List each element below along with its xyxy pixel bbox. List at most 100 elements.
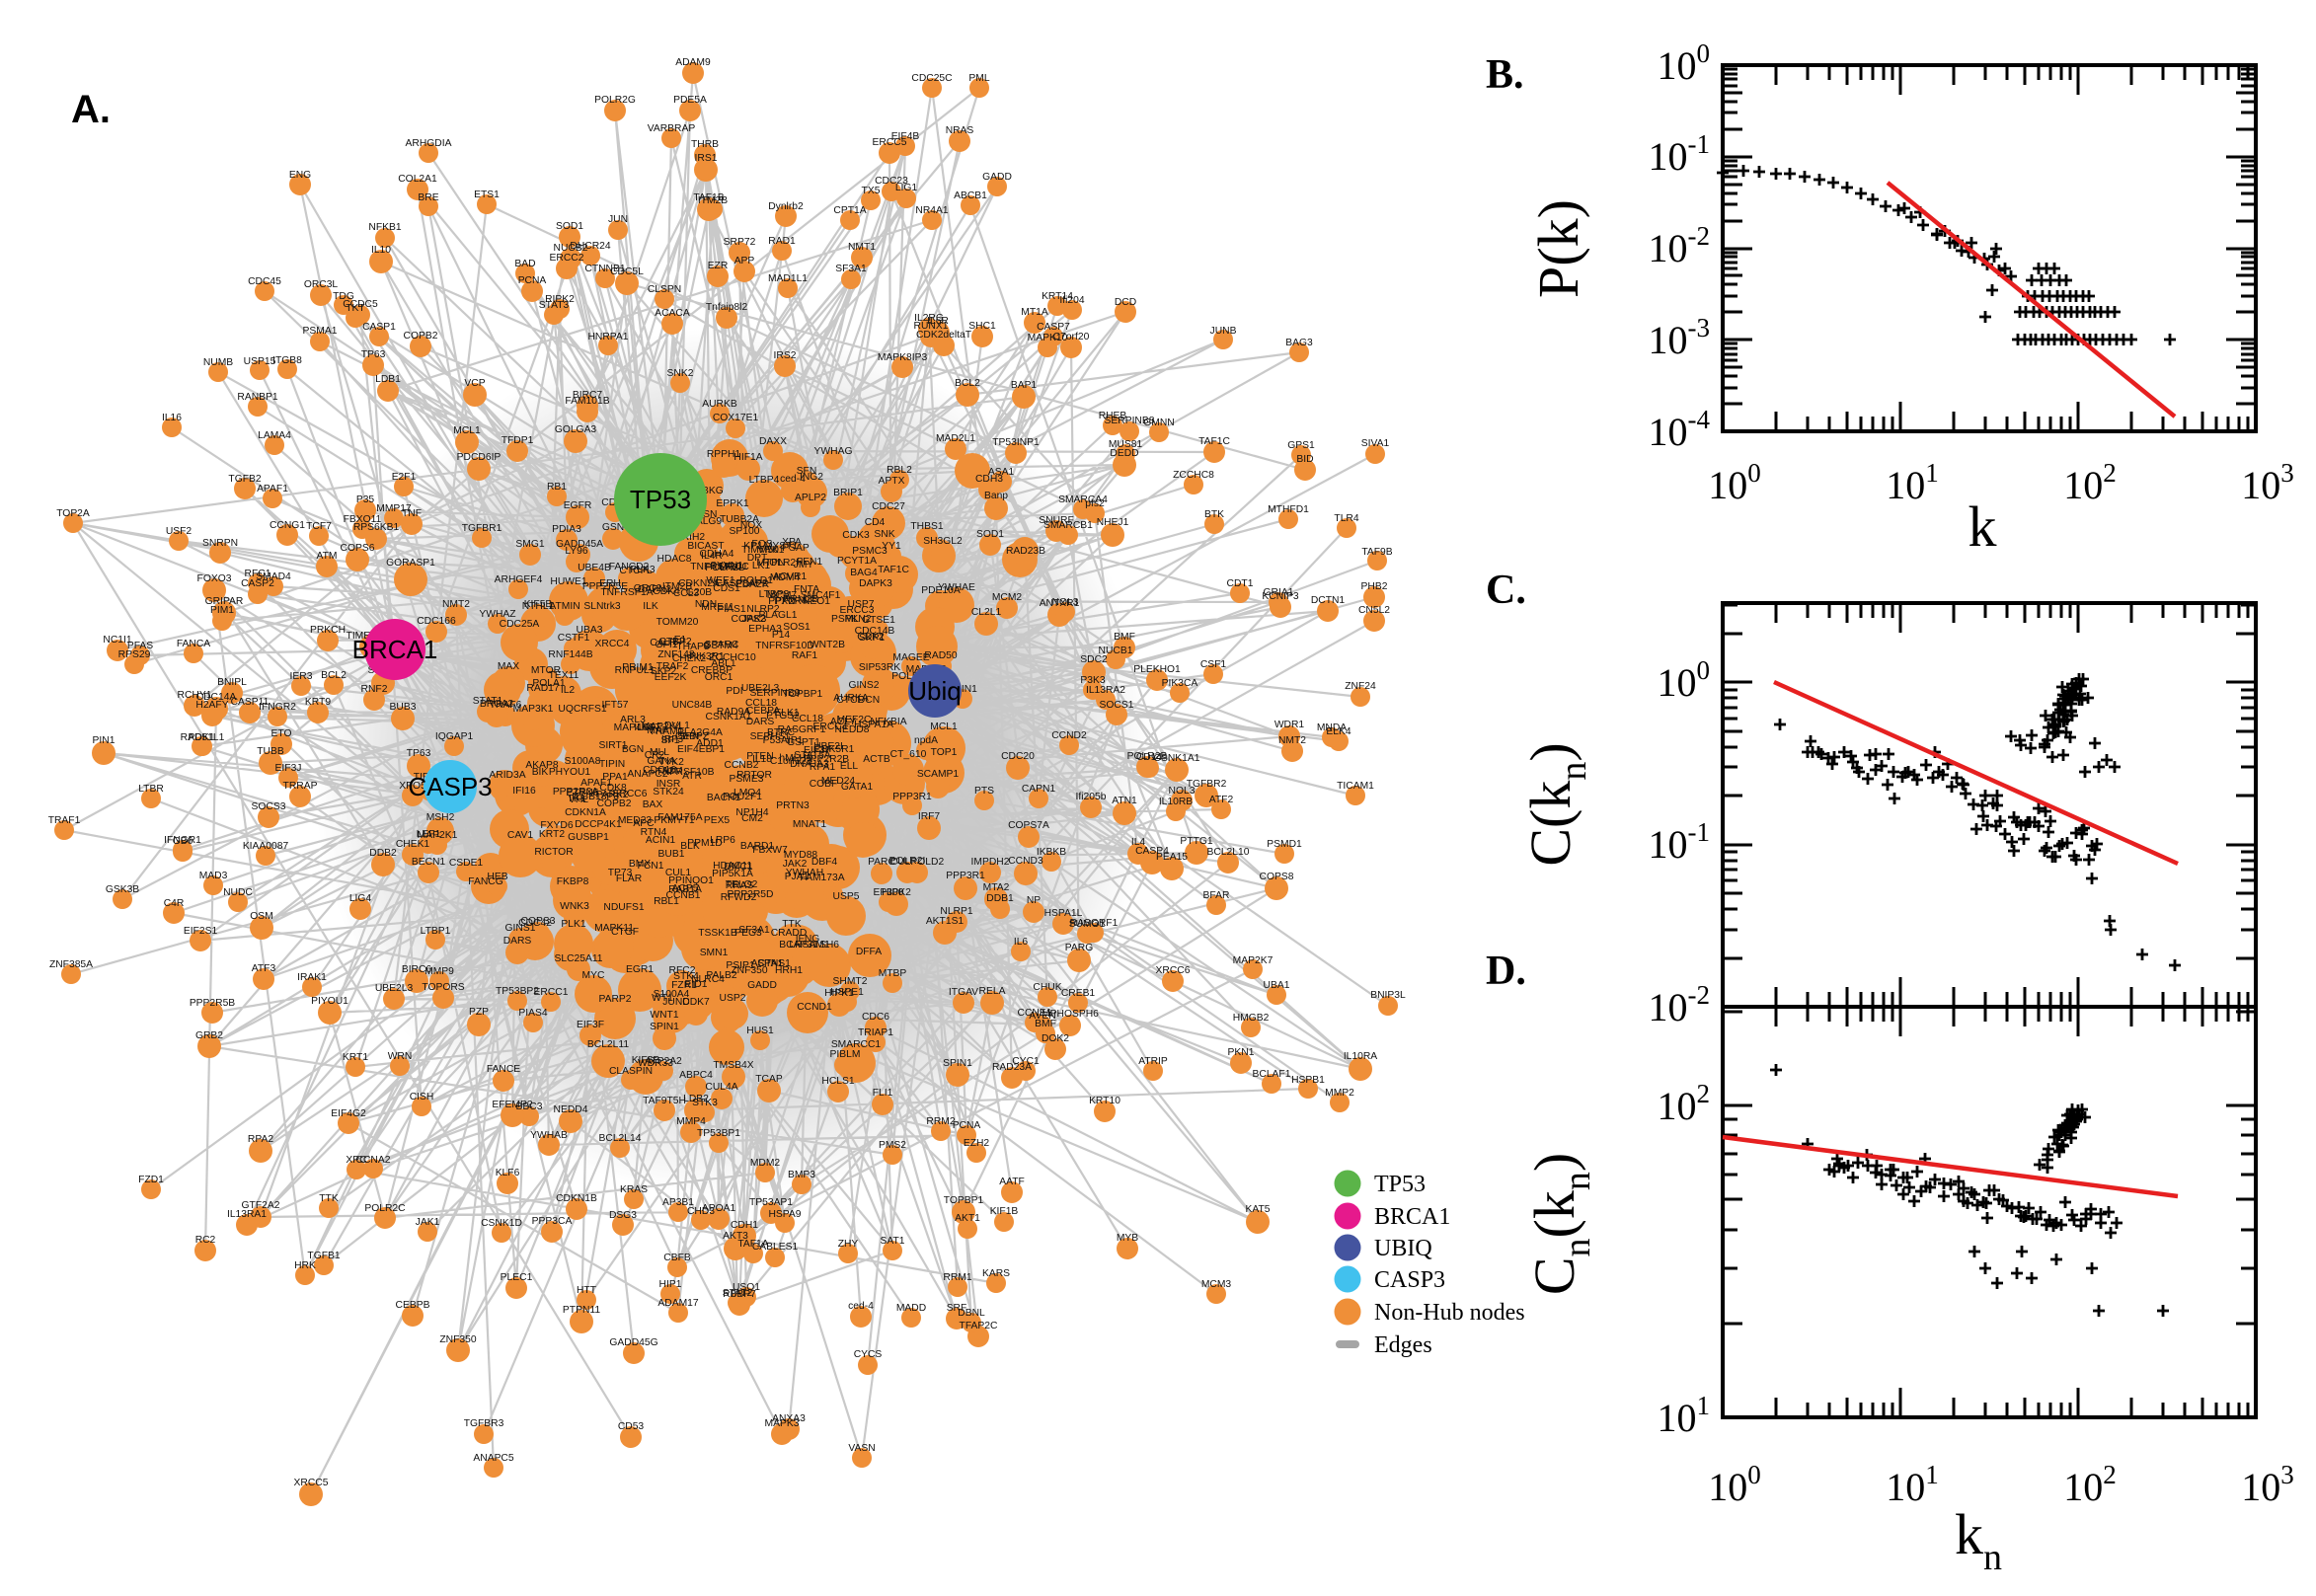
svg-text:TDG: TDG	[333, 291, 354, 302]
svg-text:CTGF: CTGF	[611, 927, 639, 938]
svg-text:TRAF6: TRAF6	[490, 700, 522, 711]
svg-text:PIAS1: PIAS1	[717, 604, 745, 615]
svg-text:ZHY: ZHY	[838, 1239, 859, 1250]
svg-text:ADD1: ADD1	[696, 738, 724, 749]
svg-text:TLR4: TLR4	[1334, 513, 1358, 524]
svg-text:CSNK1A1: CSNK1A1	[706, 712, 752, 722]
svg-text:BCL2L10: BCL2L10	[1207, 847, 1250, 858]
svg-text:PCNA: PCNA	[518, 275, 547, 286]
svg-text:BID: BID	[1296, 454, 1313, 465]
svg-text:RHEB: RHEB	[1099, 411, 1127, 421]
svg-text:CCNB1: CCNB1	[666, 890, 701, 901]
svg-text:ABPC4: ABPC4	[679, 1070, 713, 1081]
svg-text:MRE11: MRE11	[701, 602, 734, 613]
svg-text:PSMC3: PSMC3	[852, 546, 888, 557]
svg-text:SH6: SH6	[819, 940, 839, 950]
svg-text:SMAD4: SMAD4	[256, 571, 291, 582]
svg-text:NUMB: NUMB	[203, 357, 233, 368]
svg-text:ACLY: ACLY	[830, 717, 856, 727]
svg-text:HCLS1: HCLS1	[821, 1076, 854, 1087]
svg-text:E2F1: E2F1	[392, 472, 417, 483]
svg-text:EEF2K: EEF2K	[655, 672, 687, 683]
svg-text:TGFBR2: TGFBR2	[1187, 779, 1227, 790]
svg-text:MMP9: MMP9	[425, 966, 454, 977]
svg-text:DMC1: DMC1	[724, 862, 752, 873]
svg-text:SOCS1: SOCS1	[1100, 700, 1134, 711]
svg-text:ALG9: ALG9	[696, 516, 723, 527]
svg-text:Ifi205b: Ifi205b	[1076, 792, 1107, 802]
svg-text:CCND3: CCND3	[1008, 856, 1043, 867]
svg-text:BUB3: BUB3	[390, 702, 417, 713]
svg-text:TOPBP1: TOPBP1	[944, 1195, 984, 1206]
svg-text:DBF4: DBF4	[811, 857, 838, 868]
svg-text:GRIPAR: GRIPAR	[205, 596, 244, 607]
svg-text:RPA2: RPA2	[248, 1134, 273, 1145]
svg-text:KARS: KARS	[982, 1268, 1010, 1279]
svg-text:BFAR: BFAR	[1203, 890, 1230, 901]
svg-text:CDT1: CDT1	[1227, 578, 1254, 589]
svg-text:MCL1: MCL1	[930, 722, 958, 732]
svg-text:PTPN11: PTPN11	[563, 1305, 600, 1316]
svg-text:MNDA: MNDA	[1317, 722, 1347, 733]
svg-text:NFKB1: NFKB1	[368, 222, 401, 233]
svg-text:EID1: EID1	[685, 979, 708, 990]
svg-text:P53AIP1: P53AIP1	[763, 735, 804, 746]
svg-text:POLR2L: POLR2L	[705, 563, 744, 573]
svg-text:RNPUL1: RNPUL1	[615, 665, 656, 676]
svg-text:SMARCC1: SMARCC1	[831, 1039, 882, 1050]
svg-text:DSG3: DSG3	[609, 1210, 637, 1221]
svg-text:WEE1: WEE1	[706, 575, 734, 586]
svg-text:APOA1: APOA1	[702, 1203, 736, 1214]
svg-text:GANA: GANA	[647, 756, 675, 767]
svg-text:CHEK2: CHEK2	[672, 653, 707, 664]
svg-text:PJA1: PJA1	[785, 872, 810, 882]
svg-text:TP63: TP63	[407, 748, 431, 759]
svg-text:TICAM1: TICAM1	[1337, 781, 1374, 792]
svg-text:PEG3: PEG3	[734, 928, 762, 939]
svg-text:STK4: STK4	[673, 971, 699, 982]
svg-text:POLR2H: POLR2H	[762, 558, 803, 569]
svg-text:NRAS: NRAS	[946, 125, 974, 136]
svg-text:SERPINB9: SERPINB9	[750, 688, 801, 699]
svg-text:ORC1: ORC1	[705, 672, 733, 683]
svg-text:RFC2: RFC2	[669, 965, 696, 976]
svg-text:BIK: BIK	[532, 767, 549, 778]
svg-text:RAD1: RAD1	[768, 236, 796, 247]
svg-text:PKN1: PKN1	[1228, 1047, 1255, 1058]
svg-text:TNFRSF10C: TNFRSF10C	[690, 562, 749, 572]
svg-text:NOX: NOX	[740, 520, 762, 531]
svg-text:TAF9T5H: TAF9T5H	[643, 1096, 686, 1106]
svg-text:ITGAV: ITGAV	[949, 987, 978, 998]
svg-text:GATA1: GATA1	[841, 782, 874, 793]
svg-text:hMLH1: hMLH1	[779, 753, 811, 764]
svg-text:LTBP1: LTBP1	[421, 926, 451, 937]
svg-text:HUWE1: HUWE1	[550, 576, 586, 587]
svg-text:NC1I1: NC1I1	[103, 635, 131, 646]
svg-text:kn: kn	[1955, 1502, 2002, 1578]
svg-text:YWHAZ: YWHAZ	[479, 609, 515, 620]
svg-text:TFAP2C: TFAP2C	[960, 1321, 998, 1331]
svg-text:RC2: RC2	[195, 1235, 216, 1246]
svg-text:GRB2: GRB2	[195, 1030, 223, 1041]
svg-text:DEDD: DEDD	[1110, 448, 1138, 459]
svg-text:A2M: A2M	[661, 766, 682, 777]
svg-text:TUBB: TUBB	[257, 746, 284, 757]
svg-text:E1: E1	[674, 635, 687, 646]
svg-text:TTK: TTK	[782, 919, 802, 930]
svg-text:npdA: npdA	[914, 735, 938, 746]
svg-text:SRP72: SRP72	[724, 237, 756, 248]
svg-text:ACIN1: ACIN1	[646, 835, 676, 846]
svg-text:ATN1: ATN1	[1112, 796, 1137, 806]
svg-text:AKT3: AKT3	[723, 1231, 748, 1242]
svg-text:KP1: KP1	[743, 541, 763, 552]
svg-text:TP53INP1: TP53INP1	[992, 437, 1040, 448]
svg-text:MYST1: MYST1	[764, 541, 799, 552]
svg-text:GADD: GADD	[747, 980, 777, 991]
svg-text:ARIH2: ARIH2	[675, 532, 706, 543]
svg-text:LDB2: LDB2	[683, 1094, 709, 1104]
svg-text:GSPT1: GSPT1	[787, 737, 820, 748]
svg-text:LDB1: LDB1	[375, 374, 401, 385]
svg-text:IKBKB: IKBKB	[1037, 847, 1066, 858]
svg-text:FXYD6: FXYD6	[540, 820, 573, 831]
svg-text:KIF5B: KIF5B	[632, 1055, 660, 1066]
